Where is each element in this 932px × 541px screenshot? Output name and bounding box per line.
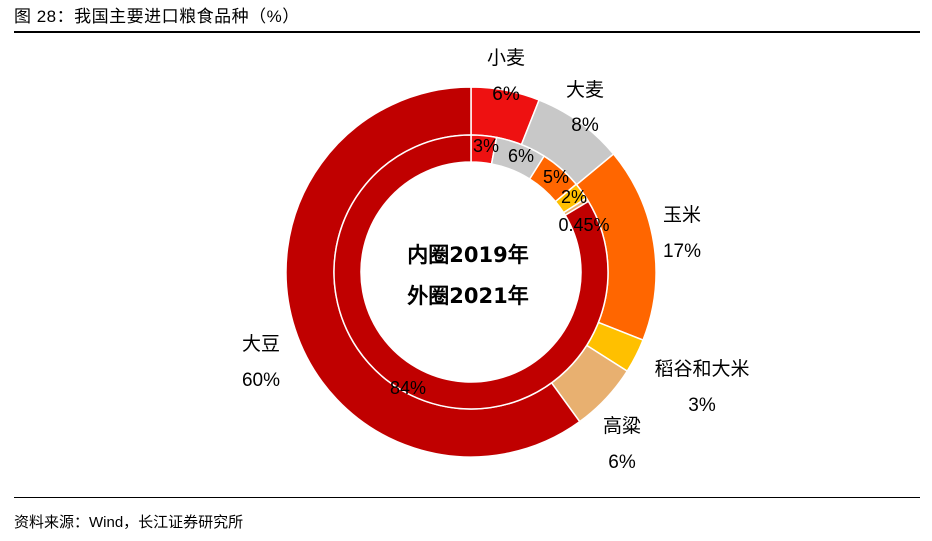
outer-category-label-sorghum: 高粱: [603, 415, 641, 437]
inner-value-label-corn: 5%: [543, 167, 569, 187]
outer-category-label-soybean: 大豆: [242, 333, 280, 355]
figure-title: 图 28：我国主要进口粮食品种（%）: [14, 7, 300, 26]
outer-value-label-sorghum: 6%: [608, 452, 636, 473]
outer-category-label-barley: 大麦: [566, 79, 604, 101]
inner-value-label-rice: 2%: [561, 187, 587, 207]
center-label-outer-year: 外圈2021年: [407, 284, 528, 308]
outer-value-label-rice: 3%: [688, 395, 716, 416]
footer-rule: [14, 497, 920, 498]
inner-value-label-barley: 6%: [508, 146, 534, 166]
outer-labels: 小麦 6% 大麦 8% 玉米 17% 稻谷和大米 3% 高粱 6% 大豆 60%: [242, 47, 750, 473]
title-rule: [14, 31, 920, 33]
outer-category-label-rice: 稻谷和大米: [654, 358, 749, 380]
outer-value-label-soybean: 60%: [242, 370, 280, 391]
inner-labels: 3% 6% 5% 2% 0.45% 84%: [390, 136, 610, 398]
source-note: 资料来源：Wind，长江证券研究所: [14, 514, 244, 531]
outer-value-label-wheat: 6%: [492, 84, 520, 105]
inner-value-label-wheat: 3%: [473, 136, 499, 156]
inner-value-label-soybean: 84%: [390, 378, 426, 398]
inner-value-label-sorghum: 0.45%: [558, 215, 609, 235]
center-label-inner-year: 内圈2019年: [407, 243, 528, 267]
outer-category-label-corn: 玉米: [663, 204, 701, 226]
inner-ring-2019: [333, 134, 609, 410]
outer-value-label-corn: 17%: [663, 241, 701, 262]
outer-value-label-barley: 8%: [571, 115, 599, 136]
inner-slice-soybean: [333, 134, 609, 410]
outer-category-label-wheat: 小麦: [487, 47, 525, 69]
